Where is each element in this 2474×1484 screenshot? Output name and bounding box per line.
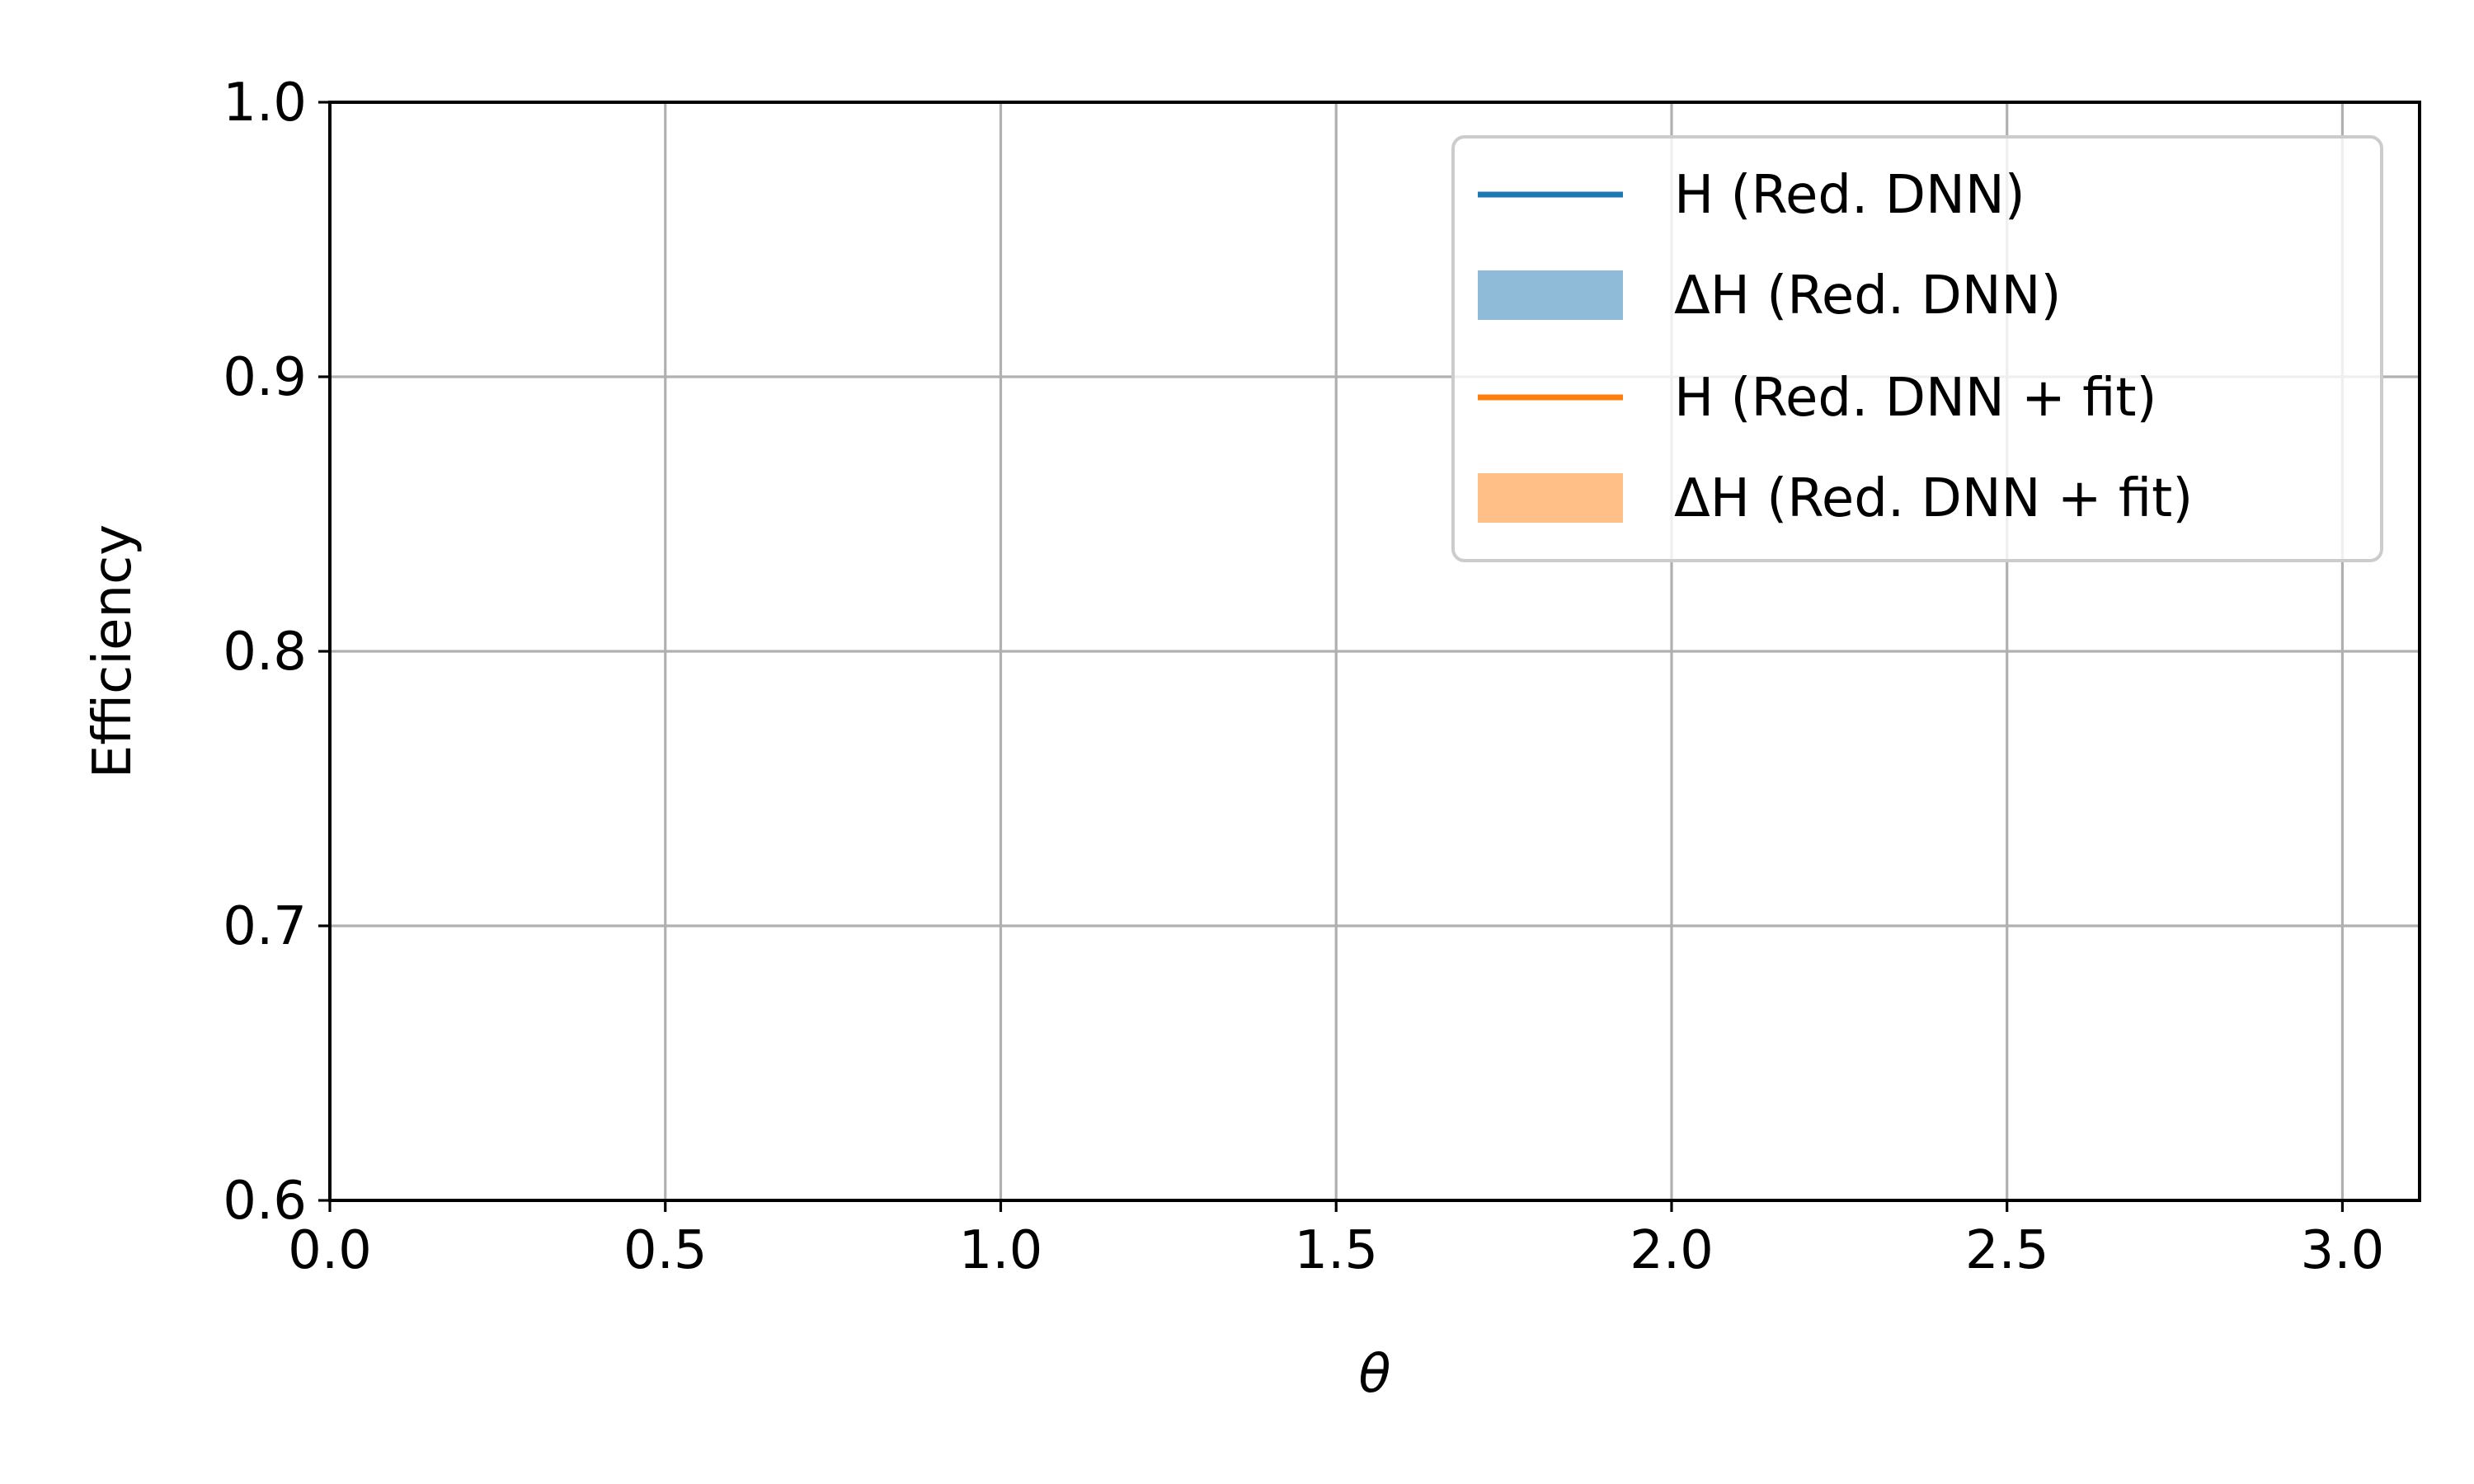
x-axis-ticks: 0.0 0.5 1.0 1.5 2.0 2.5 3.0 [288, 1200, 2384, 1281]
x-tick-label: 0.0 [288, 1220, 372, 1281]
x-tick-label: 0.5 [623, 1220, 708, 1281]
legend-box [1451, 135, 2383, 562]
legend-swatch-band [1478, 473, 1623, 523]
y-tick-label: 0.7 [223, 896, 307, 957]
x-tick-label: 1.5 [1294, 1220, 1378, 1281]
x-tick-label: 3.0 [2301, 1220, 2385, 1281]
y-tick-label: 0.9 [223, 347, 307, 408]
x-tick-label: 2.0 [1630, 1220, 1714, 1281]
x-axis-label: θ [1358, 1344, 1390, 1405]
y-tick-label: 1.0 [223, 73, 307, 134]
legend-label: H (Red. DNN + fit) [1674, 368, 2157, 429]
legend-label: H (Red. DNN) [1674, 165, 2025, 226]
y-axis-ticks: 0.6 0.7 0.8 0.9 1.0 [223, 73, 330, 1232]
legend: H (Red. DNN) ΔH (Red. DNN) H (Red. DNN + f… [1451, 135, 2383, 562]
y-tick-label: 0.6 [223, 1171, 307, 1232]
y-axis-label: Efficiency [82, 524, 143, 778]
x-tick-label: 1.0 [959, 1220, 1043, 1281]
legend-swatch-band [1478, 270, 1623, 320]
legend-label: ΔH (Red. DNN + fit) [1674, 468, 2193, 529]
y-tick-label: 0.8 [223, 622, 307, 683]
x-tick-label: 2.5 [1965, 1220, 2049, 1281]
legend-label: ΔH (Red. DNN) [1674, 265, 2062, 326]
